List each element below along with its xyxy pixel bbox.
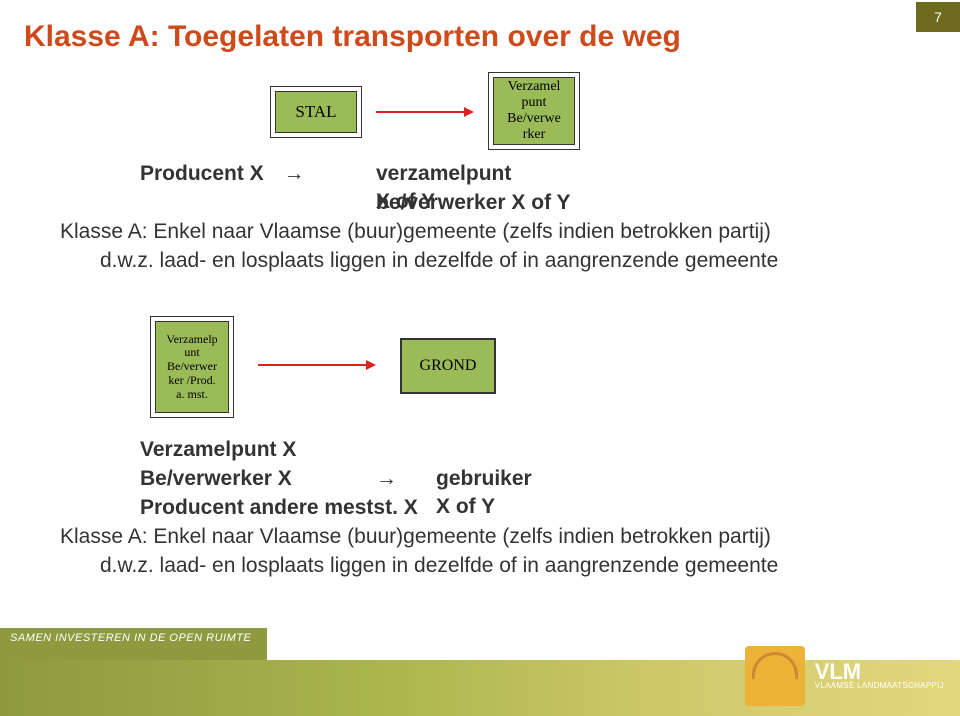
vlm-logo-icon xyxy=(745,646,805,706)
box-vp-prod: Verzamelp unt Be/verwer ker /Prod. a. ms… xyxy=(150,316,234,418)
beverwerker-x: Be/verwerker X xyxy=(140,467,292,490)
vlm-logo-subtext: VLAAMSE LANDMAATSCHAPPIJ xyxy=(815,681,944,690)
vlm-logo-text: VLM xyxy=(815,662,944,682)
box-vp-prod-label: Verzamelp unt Be/verwer ker /Prod. a. ms… xyxy=(155,321,229,413)
box-stal: STAL xyxy=(270,86,362,138)
vlm-logo: VLM VLAAMSE LANDMAATSCHAPPIJ xyxy=(745,646,944,706)
arrow-stal-to-verzamel xyxy=(376,111,466,113)
box-verzamelpunt: Verzamel punt Be/verwe rker xyxy=(488,72,580,150)
klasse-a-rule-1: Klasse A: Enkel naar Vlaamse (buur)gemee… xyxy=(60,218,771,246)
box-verzamelpunt-label: Verzamel punt Be/verwe rker xyxy=(493,77,575,145)
row-producent: Producent X → verzamelpunt X of Y xyxy=(140,160,319,188)
slide-title: Klasse A: Toegelaten transporten over de… xyxy=(24,20,681,54)
beverwerker-xy: be/verwerker X of Y xyxy=(376,189,571,217)
gebruiker-xy: gebruiker X of Y xyxy=(436,465,532,522)
row-beverwerker: Be/verwerker X → gebruiker X of Y xyxy=(140,465,292,493)
box-grond-label: GROND xyxy=(401,339,495,393)
footer-bar: VLM VLAAMSE LANDMAATSCHAPPIJ xyxy=(0,660,960,716)
box-grond: GROND xyxy=(400,338,496,394)
arrow-vp-to-grond xyxy=(258,364,368,366)
box-stal-label: STAL xyxy=(275,91,357,133)
producent-andere: Producent andere mestst. X xyxy=(140,494,418,522)
dwz-rule-1: d.w.z. laad- en losplaats liggen in deze… xyxy=(100,247,778,275)
producent-x: Producent X xyxy=(140,162,264,185)
footer-tagline: SAMEN INVESTEREN IN DE OPEN RUIMTE xyxy=(0,628,267,660)
page-number: 7 xyxy=(916,2,960,32)
arrow-icon: → xyxy=(376,465,397,493)
klasse-a-rule-2: Klasse A: Enkel naar Vlaamse (buur)gemee… xyxy=(60,523,771,551)
verzamelpunt-x: Verzamelpunt X xyxy=(140,436,296,464)
arrow-icon: → xyxy=(284,162,305,185)
dwz-rule-2: d.w.z. laad- en losplaats liggen in deze… xyxy=(100,552,778,580)
